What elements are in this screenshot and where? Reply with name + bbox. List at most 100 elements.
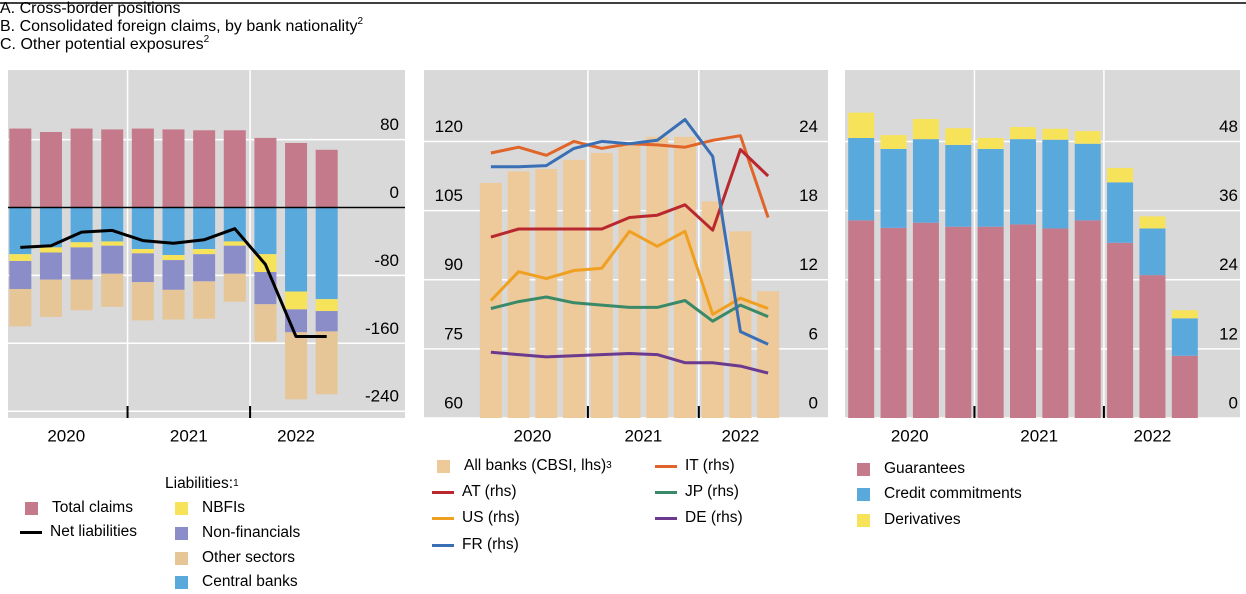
bar: [912, 139, 939, 223]
bar: [39, 207, 62, 248]
legend-heading: Liabilities: 1: [165, 475, 239, 492]
bar: [912, 222, 939, 418]
bar: [1074, 143, 1101, 221]
y-tick-label: 24: [1219, 255, 1238, 274]
bar: [131, 128, 154, 208]
bar: [39, 131, 62, 208]
bar: [945, 128, 972, 145]
bar: [193, 130, 216, 208]
line: [490, 118, 769, 346]
y-tick-label: 90: [444, 255, 463, 274]
bar: [9, 254, 32, 261]
bar: [223, 245, 246, 274]
bar: [70, 128, 93, 208]
y-tick-label: 75: [444, 324, 463, 343]
bar: [977, 148, 1004, 227]
title-text: B. Consolidated foreign claims, by bank …: [0, 18, 358, 35]
y-tick-label: 120: [435, 117, 463, 136]
bar: [223, 273, 246, 302]
bar: [880, 148, 907, 228]
legend-item: All banks (CBSI, lhs) 3: [432, 456, 612, 476]
bar: [977, 137, 1004, 149]
x-tick-label: 2021: [624, 426, 662, 445]
y-tick-label: -160: [365, 319, 399, 338]
y-tick-label: 0: [809, 393, 818, 412]
bar: [1107, 182, 1134, 243]
legend-label: Derivatives: [884, 511, 961, 528]
bar: [39, 252, 62, 280]
bar: [101, 273, 124, 307]
legend-item: Credit commitments: [852, 484, 1022, 504]
y-tick-label: 12: [1219, 324, 1238, 343]
bar: [757, 291, 780, 418]
bar: [315, 331, 338, 395]
legend-swatch: [857, 462, 870, 476]
legend-swatch: [432, 543, 454, 547]
bar: [193, 281, 216, 319]
bar: [193, 249, 216, 255]
legend-item: Total claims: [20, 498, 133, 518]
bar: [1010, 224, 1036, 418]
bar: [285, 291, 308, 310]
bar: [39, 247, 62, 253]
bar: [315, 207, 338, 300]
legend-swatch: [857, 487, 870, 501]
bar: [9, 288, 32, 327]
bar: [1074, 220, 1101, 418]
bar: [285, 207, 308, 292]
legend-item: Guarantees: [852, 459, 965, 479]
title-text: A. Cross-border positions: [0, 0, 181, 17]
bar: [70, 247, 93, 280]
x-tick-label: 2022: [721, 426, 759, 445]
bar: [9, 128, 32, 208]
bar: [101, 245, 124, 274]
bar: [507, 171, 530, 418]
bar: [673, 136, 696, 418]
x-tick-label: 2022: [277, 426, 315, 445]
bar: [1139, 228, 1166, 276]
y-tick-label: -240: [365, 387, 399, 406]
legend-item: AT (rhs): [432, 482, 517, 502]
bar: [1107, 242, 1134, 418]
y-tick-label: 0: [390, 183, 399, 202]
bar: [1171, 355, 1198, 418]
bar: [101, 129, 124, 208]
bar: [912, 118, 939, 140]
bar: [131, 249, 154, 254]
legend-item: JP (rhs): [655, 482, 739, 502]
bar: [162, 260, 185, 290]
bar: [101, 241, 124, 246]
legend-label: AT (rhs): [462, 483, 517, 500]
legend-swatch: [175, 501, 188, 515]
bar: [9, 260, 32, 289]
bar: [254, 272, 277, 305]
line: [490, 295, 769, 323]
bar: [618, 143, 641, 418]
legend-item: DE (rhs): [655, 508, 743, 528]
x-tick-label: 2020: [514, 426, 552, 445]
y-tick-label: 12: [799, 255, 818, 274]
legend-item: Net liabilities: [20, 522, 137, 542]
y-tick-label: 80: [380, 115, 399, 134]
line: [489, 229, 769, 316]
y-tick-label: 0: [1229, 393, 1238, 412]
bar: [1010, 139, 1036, 225]
bar: [1107, 167, 1134, 183]
bar: [101, 207, 124, 242]
y-tick-label: 105: [435, 186, 463, 205]
panel-title: B. Consolidated foreign claims, by bank …: [0, 17, 385, 36]
legend-label: Credit commitments: [884, 485, 1022, 502]
bar: [563, 159, 586, 418]
legend-label: US (rhs): [462, 509, 520, 526]
bar: [285, 332, 308, 400]
bar: [1139, 275, 1166, 418]
legend-label: Non-financials: [202, 524, 301, 541]
legend-item: Other sectors: [170, 548, 295, 568]
bar: [880, 227, 907, 418]
legend-label: Central banks: [202, 573, 298, 590]
bar: [162, 129, 185, 208]
legend-swatch: [655, 490, 677, 494]
y-tick-label: 18: [799, 186, 818, 205]
legend-item: Derivatives: [852, 510, 961, 530]
